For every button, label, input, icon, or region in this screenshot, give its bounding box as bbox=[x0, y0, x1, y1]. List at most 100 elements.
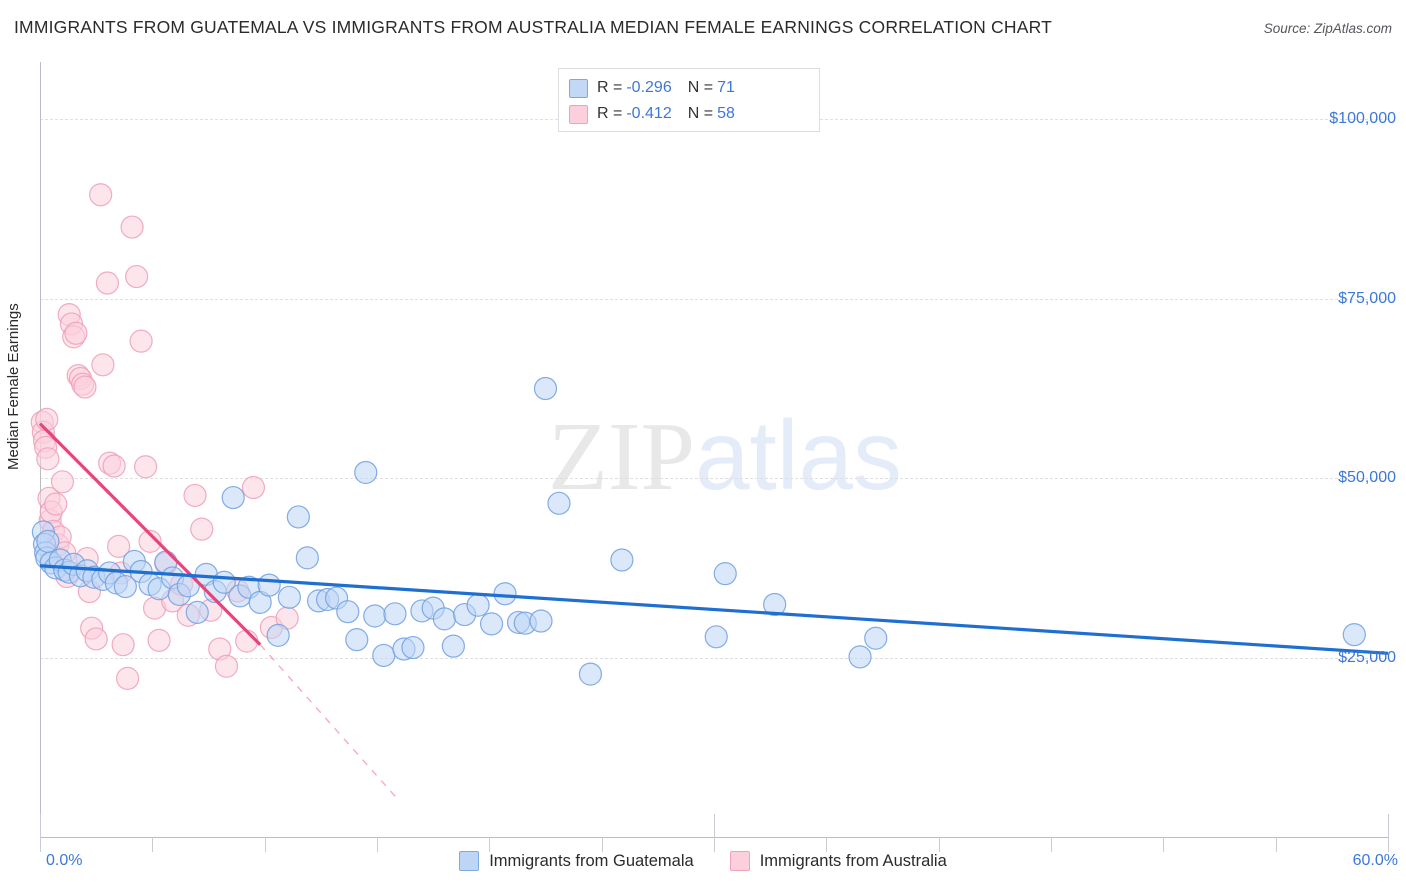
scatter-point bbox=[91, 353, 115, 377]
legend-label-australia: Immigrants from Australia bbox=[759, 851, 947, 870]
r-label-guatemala: R = bbox=[597, 79, 623, 96]
gridline bbox=[40, 478, 1388, 480]
x-tick-mark bbox=[1163, 837, 1165, 852]
scatter-point bbox=[64, 321, 88, 345]
scatter-point bbox=[102, 454, 126, 478]
scatter-point bbox=[125, 264, 149, 289]
scatter-point bbox=[73, 375, 97, 399]
y-axis-title: Median Female Earnings bbox=[5, 303, 22, 470]
chart-header: IMMIGRANTS FROM GUATEMALA VS IMMIGRANTS … bbox=[0, 0, 1406, 50]
scatter-point bbox=[116, 666, 140, 691]
y-tick-label: $100,000 bbox=[1329, 110, 1396, 128]
x-tick-label-max: 60.0% bbox=[1352, 852, 1398, 869]
scatter-point bbox=[704, 625, 728, 649]
scatter-point bbox=[383, 602, 407, 626]
scatter-point bbox=[35, 407, 59, 431]
scatter-point bbox=[372, 643, 396, 668]
scatter-point bbox=[529, 609, 553, 633]
x-tick-mark bbox=[489, 837, 491, 852]
legend-swatch-australia-icon bbox=[729, 851, 750, 871]
scatter-point bbox=[401, 635, 425, 660]
trend-line bbox=[259, 644, 400, 802]
scatter-point bbox=[345, 628, 369, 652]
scatter-point bbox=[129, 329, 153, 353]
x-tick-mark bbox=[377, 837, 378, 852]
scatter-point bbox=[713, 562, 737, 586]
n-value-guatemala: 71 bbox=[717, 79, 735, 96]
scatter-point bbox=[36, 447, 60, 471]
scatter-point bbox=[610, 548, 634, 572]
x-tick-mark bbox=[1388, 814, 1389, 852]
correlation-row-australia: R = -0.412 N = 58 bbox=[569, 101, 809, 127]
trend-line bbox=[39, 564, 1389, 655]
scatter-point bbox=[295, 546, 319, 570]
x-tick-mark bbox=[1051, 837, 1052, 852]
x-tick-mark bbox=[601, 837, 603, 852]
scatter-point bbox=[266, 623, 290, 647]
y-tick-label: $75,000 bbox=[1338, 289, 1396, 307]
legend-label-guatemala: Immigrants from Guatemala bbox=[489, 851, 694, 870]
scatter-point bbox=[221, 485, 245, 510]
legend-item-australia[interactable]: Immigrants from Australia bbox=[729, 851, 947, 871]
gridline bbox=[40, 298, 1388, 300]
legend-swatch-guatemala-icon bbox=[569, 78, 588, 98]
n-label-guatemala: N = bbox=[687, 79, 714, 96]
scatter-point bbox=[257, 573, 281, 597]
x-tick-mark bbox=[1275, 837, 1277, 852]
scatter-point bbox=[147, 628, 171, 652]
scatter-point bbox=[547, 491, 571, 515]
scatter-point bbox=[578, 662, 603, 686]
scatter-point bbox=[493, 582, 517, 606]
scatter-point bbox=[133, 455, 158, 479]
scatter-point bbox=[95, 271, 120, 295]
scatter-point bbox=[848, 645, 872, 669]
scatter-point bbox=[183, 483, 207, 508]
series-legend: Immigrants from Guatemala Immigrants fro… bbox=[0, 851, 1406, 871]
legend-swatch-australia-icon bbox=[569, 104, 588, 124]
scatter-point bbox=[277, 585, 301, 609]
correlation-row-guatemala: R = -0.296 N = 71 bbox=[569, 75, 809, 101]
x-tick-mark bbox=[264, 837, 266, 852]
legend-swatch-guatemala-icon bbox=[459, 851, 480, 871]
gridline bbox=[40, 657, 1388, 659]
page-title: IMMIGRANTS FROM GUATEMALA VS IMMIGRANTS … bbox=[14, 17, 1053, 37]
scatter-point bbox=[84, 627, 108, 651]
scatter-point bbox=[336, 600, 360, 624]
scatter-point bbox=[190, 517, 214, 541]
n-value-australia: 58 bbox=[717, 105, 735, 122]
scatter-point bbox=[286, 505, 310, 529]
scatter-point bbox=[241, 475, 266, 500]
source-label: Source: ZipAtlas.com bbox=[1263, 21, 1392, 36]
scatter-point bbox=[466, 593, 490, 617]
y-tick-label: $25,000 bbox=[1338, 648, 1396, 666]
scatter-point bbox=[89, 183, 113, 207]
legend-item-guatemala[interactable]: Immigrants from Guatemala bbox=[459, 851, 694, 871]
scatter-point bbox=[50, 470, 75, 494]
x-tick-label-min: 0.0% bbox=[46, 852, 83, 869]
x-tick-mark bbox=[938, 837, 940, 852]
scatter-point bbox=[111, 633, 135, 657]
n-label-australia: N = bbox=[687, 105, 714, 122]
scatter-point bbox=[479, 612, 504, 636]
scatter-point bbox=[107, 534, 131, 558]
scatter-point bbox=[363, 604, 387, 628]
trend-line bbox=[38, 422, 262, 646]
x-tick-mark bbox=[152, 837, 154, 852]
r-value-australia: -0.412 bbox=[626, 105, 672, 122]
scatter-point bbox=[138, 529, 162, 553]
scatter-point bbox=[533, 376, 558, 401]
scatter-point bbox=[120, 215, 144, 239]
scatter-point bbox=[441, 634, 465, 658]
r-value-guatemala: -0.296 bbox=[626, 79, 672, 96]
scatter-point bbox=[44, 492, 68, 516]
correlation-legend: R = -0.296 N = 71 R = -0.412 N = 58 bbox=[558, 68, 820, 132]
scatter-point bbox=[354, 460, 378, 485]
scatter-point bbox=[1342, 623, 1366, 647]
scatter-point bbox=[864, 626, 888, 650]
r-label-australia: R = bbox=[597, 105, 623, 122]
scatter-point bbox=[113, 574, 137, 599]
x-tick-mark bbox=[40, 814, 41, 852]
scatter-point bbox=[185, 600, 209, 624]
